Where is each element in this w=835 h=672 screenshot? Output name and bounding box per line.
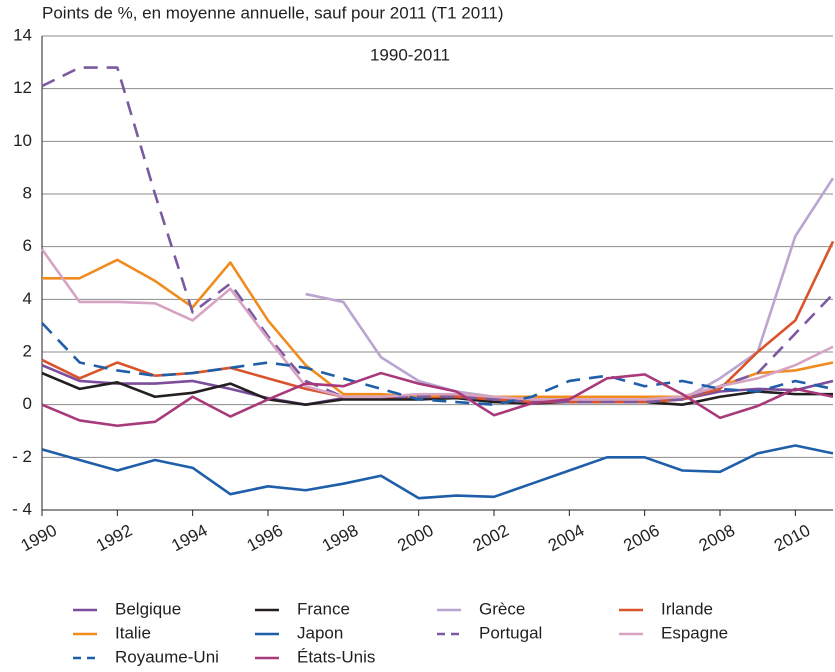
y-tick-label: - 2 (12, 447, 32, 466)
y-tick-label: 14 (13, 25, 32, 44)
x-tick-label: 1994 (168, 521, 210, 556)
y-axis-label: Points de %, en moyenne annuelle, sauf p… (42, 3, 504, 22)
legend-label: Grèce (479, 599, 525, 618)
series-line (305, 177, 835, 404)
legend-label: Espagne (661, 623, 728, 642)
x-tick-label: 2006 (620, 521, 662, 556)
x-tick-label: 2004 (545, 521, 587, 556)
y-tick-label: 12 (13, 78, 32, 97)
x-tick-label: 2002 (470, 521, 512, 556)
y-tick-label: 10 (13, 131, 32, 150)
series-line (41, 371, 833, 406)
x-tick-label: 2010 (771, 521, 813, 556)
y-tick-label: 8 (23, 183, 32, 202)
legend-label: États-Unis (297, 647, 375, 666)
legend-label: Irlande (661, 599, 713, 618)
x-tick-label: 1998 (319, 521, 361, 556)
y-tick-label: 4 (23, 289, 32, 308)
legend-label: Japon (297, 623, 343, 642)
x-tick-label: 1990 (18, 521, 60, 556)
y-tick-label: - 4 (12, 499, 32, 518)
series-line (41, 240, 835, 404)
x-tick-label: 2008 (696, 521, 738, 556)
series-line (41, 322, 834, 406)
x-tick-label: 1992 (93, 521, 135, 556)
x-tick-label: 2000 (394, 521, 436, 556)
y-tick-label: 2 (23, 341, 32, 360)
legend-label: Portugal (479, 623, 542, 642)
legend-label: France (297, 599, 350, 618)
x-tick-label: 1996 (244, 521, 286, 556)
legend-label: Royaume-Uni (115, 647, 219, 666)
legend-label: Belgique (115, 599, 181, 618)
y-tick-label: 0 (23, 394, 32, 413)
y-tick-label: 6 (23, 236, 32, 255)
series-line (41, 371, 834, 428)
annotation: 1990-2011 (370, 45, 450, 64)
series-line (40, 248, 834, 401)
legend-label: Italie (115, 623, 151, 642)
series-line (41, 444, 834, 500)
